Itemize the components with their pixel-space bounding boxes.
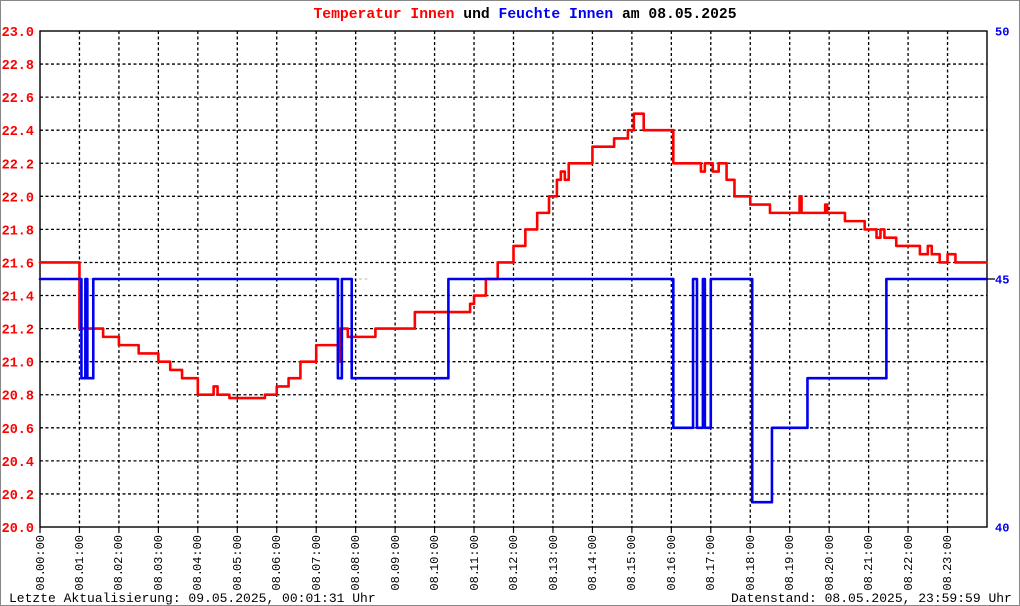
svg-text:40: 40 [995,522,1009,536]
svg-text:45: 45 [995,274,1009,288]
svg-text:20.0: 20.0 [2,522,34,537]
svg-text:21.0: 21.0 [2,357,34,372]
svg-text:20.4: 20.4 [2,456,34,471]
svg-text:20.8: 20.8 [2,390,34,405]
svg-text:22.8: 22.8 [2,59,34,74]
svg-text:21.8: 21.8 [2,224,34,239]
svg-text:22.6: 22.6 [2,92,34,107]
svg-text:50: 50 [995,26,1009,40]
svg-text:21.4: 21.4 [2,291,34,306]
svg-text:23.0: 23.0 [2,26,34,41]
svg-text:20.6: 20.6 [2,423,34,438]
svg-text:21.2: 21.2 [2,324,34,339]
svg-text:22.0: 22.0 [2,191,34,206]
svg-text:22.2: 22.2 [2,158,34,173]
svg-text:22.4: 22.4 [2,125,34,140]
svg-text:20.2: 20.2 [2,489,34,504]
svg-text:21.6: 21.6 [2,257,34,272]
